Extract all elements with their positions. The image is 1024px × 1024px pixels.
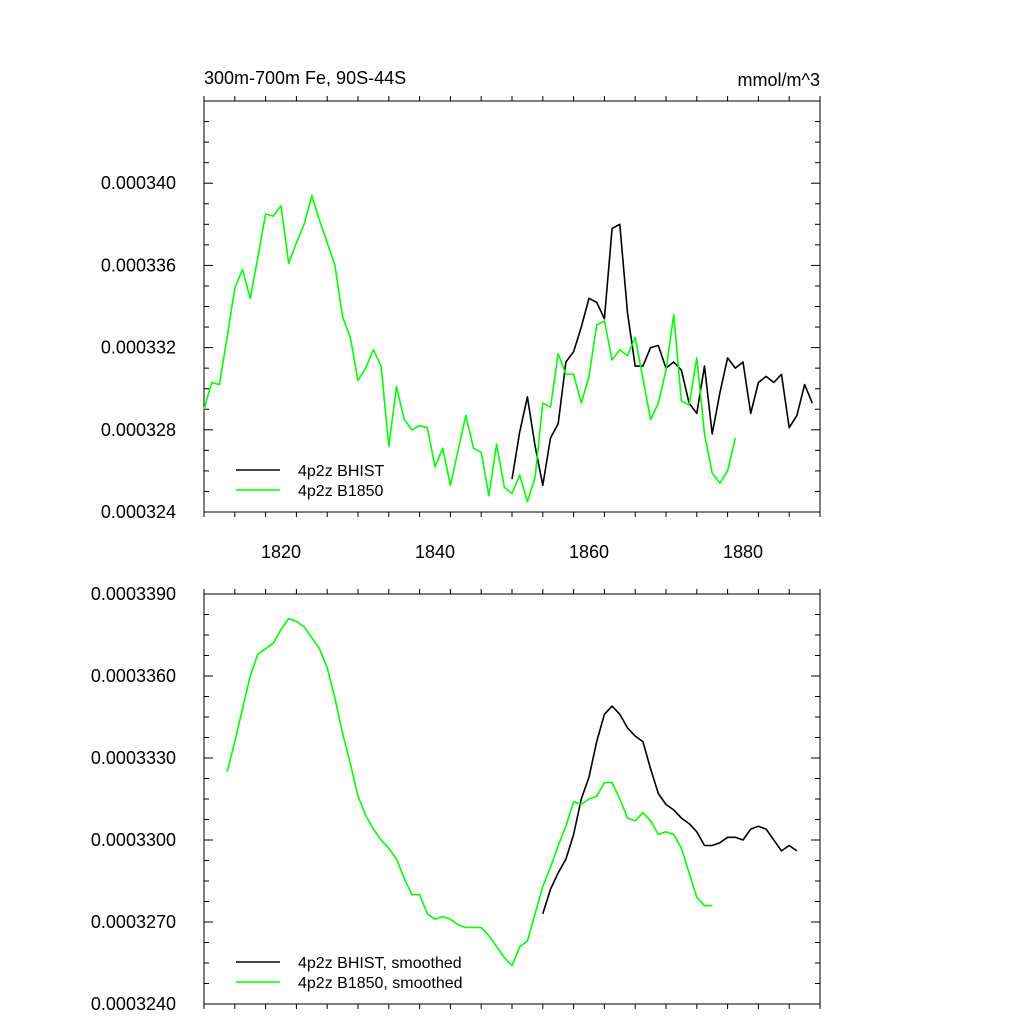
y-tick-label: 0.000340 [101,173,176,193]
y-tick-label: 0.0003330 [91,748,176,768]
units-label: mmol/m^3 [738,70,820,90]
legend: 4p2z BHIST 4p2z B1850 [236,463,384,500]
series-line-4p2z-b1850-smoothed [226,617,713,967]
axis-ticks [203,589,821,1009]
axis-ticks [203,96,821,517]
chart-title: 300m-700m Fe, 90S-44S [204,68,406,88]
y-tick-label: 0.0003360 [91,666,176,686]
x-tick-label: 1840 [415,542,455,562]
top-panel: 300m-700m Fe, 90S-44S mmol/m^3 0.0003240… [101,68,821,562]
legend-label-b1850-smoothed: 4p2z B1850, smoothed [298,975,463,992]
series-lines [203,194,814,503]
y-tick-label: 0.000324 [101,502,176,522]
y-tick-label: 0.000328 [101,420,176,440]
bottom-panel: 0.0003240 0.0003270 0.0003300 0.0003330 0.00… [91,584,821,1014]
legend-label-b1850: 4p2z B1850 [298,483,384,500]
x-tick-label: 1880 [723,542,763,562]
series-line-4p2z-bhist [511,223,814,487]
y-tick-label: 0.0003300 [91,830,176,850]
legend: 4p2z BHIST, smoothed 4p2z B1850, smoothe… [236,955,463,992]
x-tick-labels: 1820 1840 1860 1880 [261,542,763,562]
y-tick-label: 0.0003390 [91,584,176,604]
y-tick-labels: 0.000324 0.000328 0.000332 0.000336 0.000340 [101,173,176,522]
series-lines [226,617,798,967]
y-tick-label: 0.0003270 [91,912,176,932]
legend-label-bhist: 4p2z BHIST [298,463,384,480]
plot-frame [203,100,821,513]
y-tick-label: 0.0003240 [91,994,176,1014]
y-tick-label: 0.000336 [101,255,176,275]
y-tick-labels: 0.0003240 0.0003270 0.0003300 0.0003330 0.00… [91,584,176,1014]
plot-frame [203,593,821,1005]
y-tick-label: 0.000332 [101,338,176,358]
x-tick-label: 1860 [569,542,609,562]
series-line-4p2z-b1850 [203,194,737,503]
series-line-4p2z-bhist-smoothed [542,705,798,915]
legend-label-bhist-smoothed: 4p2z BHIST, smoothed [298,955,462,972]
x-tick-label: 1820 [261,542,301,562]
